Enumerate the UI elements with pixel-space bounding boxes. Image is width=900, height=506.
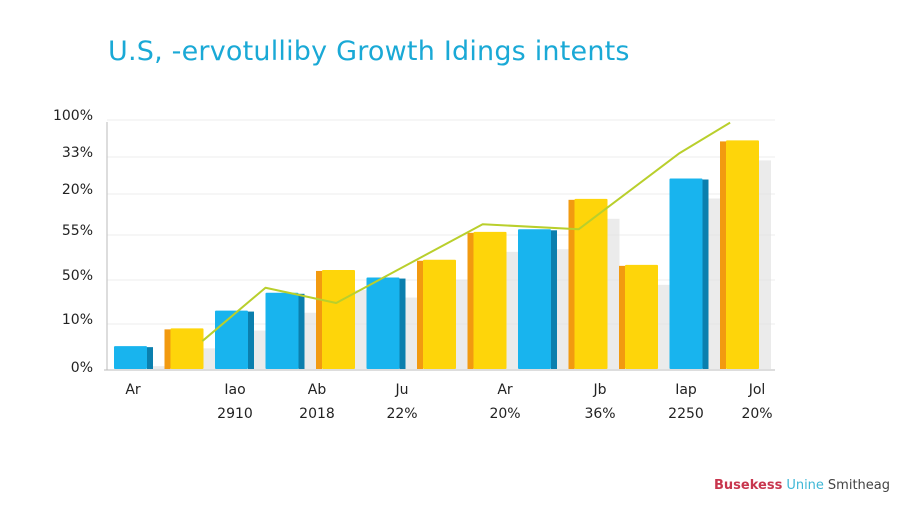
bar-shadow bbox=[454, 279, 468, 369]
bar bbox=[625, 264, 658, 369]
bar bbox=[574, 198, 608, 369]
x-tick-label: Jol bbox=[748, 382, 766, 398]
y-tick-label: 50% bbox=[62, 268, 93, 284]
y-tick-label: 55% bbox=[62, 223, 93, 239]
bar-shadow bbox=[151, 366, 165, 369]
footer-brand-part1: Busekess bbox=[714, 478, 783, 493]
x-tick-sublabel: 2250 bbox=[668, 406, 704, 422]
footer-brand-part2: Unine bbox=[786, 478, 824, 493]
bar-shadow bbox=[353, 289, 367, 369]
x-tick-label: Jb bbox=[592, 382, 606, 398]
y-axis-ticks: 0% 10% 50% 55% 20% 33% 100% bbox=[53, 108, 93, 376]
bar-side bbox=[467, 232, 474, 369]
trend-line-group bbox=[201, 121, 731, 342]
x-tick-label: Ab bbox=[308, 382, 327, 398]
y-tick-label: 20% bbox=[62, 182, 93, 198]
bar-shadow bbox=[706, 198, 721, 369]
bar-side bbox=[164, 329, 171, 369]
bar-shadow bbox=[757, 160, 771, 369]
chart-title: U.S, -ervotulliby Growth Idings intents bbox=[108, 36, 630, 67]
x-tick-sublabel: 2018 bbox=[299, 406, 335, 422]
bar bbox=[423, 259, 456, 369]
x-tick-label: Ar bbox=[497, 382, 513, 398]
bar bbox=[366, 277, 400, 369]
x-tick-label: Iap bbox=[675, 382, 697, 398]
bar-side bbox=[720, 141, 726, 369]
x-axis-ticks: Ar Iao 2910 Ab 2018 Ju 22% Ar 20% Jb 36% Iap 2250 Jol… bbox=[125, 382, 772, 422]
bar bbox=[726, 140, 759, 369]
x-tick-sublabel: 36% bbox=[584, 406, 615, 422]
x-tick-label: Iao bbox=[224, 382, 245, 398]
bar-shadow bbox=[605, 218, 620, 369]
bar-side bbox=[147, 347, 153, 369]
bar-side bbox=[316, 270, 322, 369]
bar bbox=[170, 328, 204, 369]
bar bbox=[669, 178, 703, 369]
bar-side bbox=[298, 293, 305, 369]
y-tick-label: 10% bbox=[62, 312, 93, 328]
bar-shadow bbox=[504, 251, 519, 369]
bar bbox=[215, 310, 248, 369]
x-tick-label: Ar bbox=[125, 382, 141, 398]
bar-shadow bbox=[201, 348, 216, 369]
bar bbox=[114, 346, 147, 369]
bar-shadows bbox=[151, 160, 771, 369]
bar bbox=[473, 231, 507, 369]
bar-side bbox=[702, 179, 709, 369]
bar-side bbox=[248, 311, 254, 369]
bar-side bbox=[399, 278, 406, 369]
bar-side bbox=[568, 199, 575, 369]
bar-shadow bbox=[656, 284, 670, 369]
bar-shadow bbox=[555, 249, 569, 369]
trend-line bbox=[201, 121, 731, 342]
bar bbox=[265, 292, 299, 369]
x-tick-sublabel: 20% bbox=[489, 406, 520, 422]
x-tick-sublabel: 20% bbox=[741, 406, 772, 422]
bar-side bbox=[417, 260, 423, 369]
footer-brand: Busekess Unine Smitheag bbox=[714, 478, 894, 493]
bar bbox=[518, 229, 551, 369]
bars bbox=[114, 140, 759, 369]
axes bbox=[104, 122, 775, 371]
footer-brand-part3: Smitheag bbox=[827, 478, 891, 493]
bar-side bbox=[551, 230, 557, 369]
y-tick-label: 33% bbox=[62, 145, 93, 161]
x-tick-sublabel: 2910 bbox=[217, 406, 253, 422]
x-tick-label: Ju bbox=[394, 382, 408, 398]
bar-shadow bbox=[302, 312, 317, 369]
bar bbox=[322, 269, 355, 369]
bar-side bbox=[619, 265, 625, 369]
y-tick-label: 0% bbox=[71, 360, 93, 376]
bar-shadow bbox=[403, 297, 418, 369]
y-tick-label: 100% bbox=[53, 108, 93, 124]
x-tick-sublabel: 22% bbox=[386, 406, 417, 422]
bar-shadow bbox=[252, 330, 266, 369]
